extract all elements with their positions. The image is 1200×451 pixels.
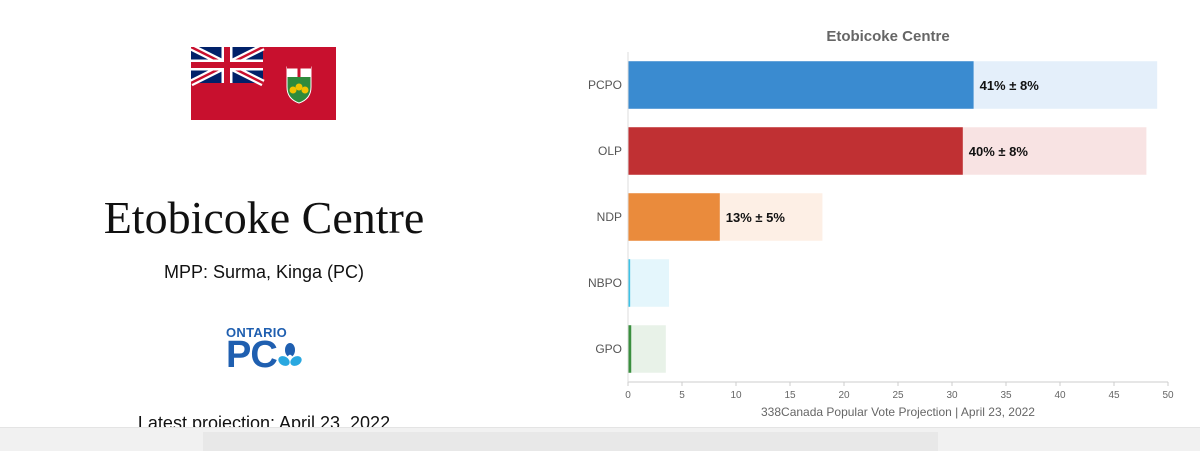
x-tick-label-25: 25	[892, 390, 904, 401]
logo-top-text: ONTARIO	[226, 325, 288, 340]
category-label-gpo: GPO	[595, 342, 622, 356]
data-label-pcpo: 41% ± 8%	[980, 78, 1040, 93]
x-tick-label-15: 15	[784, 390, 796, 401]
trillium-icon	[278, 343, 302, 366]
riding-title: Etobicoke Centre	[103, 192, 425, 243]
x-tick-label-50: 50	[1162, 390, 1174, 401]
range-bar-gpo	[628, 325, 666, 373]
x-tick-label-0: 0	[625, 390, 631, 401]
riding-panel: Etobicoke Centre MPP: Surma, Kinga (PC) …	[0, 0, 528, 450]
range-bar-nbpo	[628, 259, 670, 307]
bar-olp	[628, 127, 963, 175]
logo-main-text: PC	[226, 334, 278, 376]
x-tick-label-45: 45	[1108, 390, 1120, 401]
data-label-olp: 40% ± 8%	[969, 144, 1029, 159]
bar-pcpo	[628, 61, 974, 109]
x-axis-label: 338Canada Popular Vote Projection | Apri…	[761, 405, 1035, 419]
category-label-nbpo: NBPO	[588, 276, 622, 290]
x-tick-label-30: 30	[946, 390, 958, 401]
x-tick-label-10: 10	[730, 390, 742, 401]
data-label-ndp: 13% ± 5%	[726, 210, 786, 225]
scrollbar-thumb[interactable]	[203, 432, 938, 451]
chart-title: Etobicoke Centre	[826, 28, 949, 45]
vote-projection-chart: Etobicoke Centre PCPO 41% ± 8% OLP 40% ± 8% N…	[588, 28, 1174, 419]
x-tick-label-20: 20	[838, 390, 850, 401]
ontario-flag	[191, 47, 336, 120]
bar-ndp	[628, 193, 720, 241]
horizontal-scrollbar[interactable]	[0, 427, 1200, 451]
x-tick-label-5: 5	[679, 390, 685, 401]
x-tick-label-40: 40	[1054, 390, 1066, 401]
category-label-pcpo: PCPO	[588, 78, 622, 92]
ontario-pc-logo: ONTARIO PC	[226, 325, 302, 375]
category-label-olp: OLP	[598, 144, 622, 158]
mpp-name: MPP: Surma, Kinga (PC)	[163, 262, 365, 282]
bar-nbpo	[628, 259, 631, 307]
category-label-ndp: NDP	[597, 210, 622, 224]
x-tick-label-35: 35	[1000, 390, 1012, 401]
bar-gpo	[628, 325, 632, 373]
